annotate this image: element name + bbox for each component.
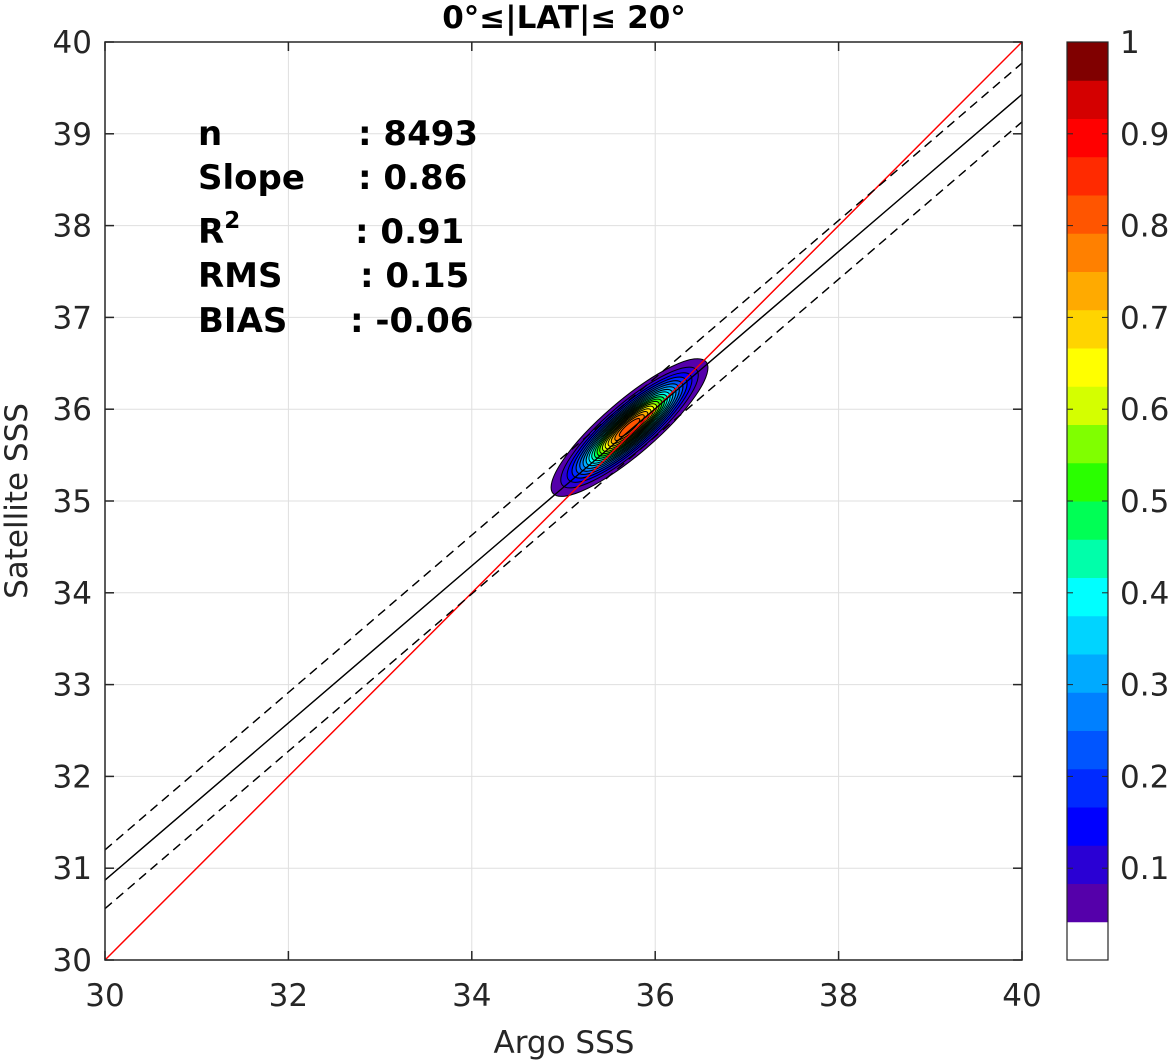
- x-tick-label-34: 34: [452, 978, 491, 1014]
- x-tick-label-32: 32: [269, 978, 308, 1014]
- x-tick-label-30: 30: [85, 978, 124, 1014]
- stat-label-r2-base: R: [198, 212, 224, 252]
- y-tick-label-32: 32: [53, 759, 92, 795]
- colorbar-label-0.9: 0.9: [1120, 117, 1169, 153]
- colorbar-segment-2: [1067, 845, 1108, 884]
- stat-value-rms: : 0.15: [360, 256, 469, 296]
- colorbar-label-0.3: 0.3: [1120, 668, 1169, 704]
- colorbar-segment-17: [1067, 271, 1108, 311]
- colorbar-segment-14: [1067, 386, 1108, 425]
- colorbar-segment-23: [1067, 42, 1108, 81]
- y-tick-label-34: 34: [53, 576, 92, 612]
- colorbar-segment-12: [1067, 462, 1108, 502]
- density-contour-0.95: [618, 418, 641, 438]
- stat-label-r2: R2: [198, 208, 240, 252]
- y-axis-title: Satellite SSS: [0, 403, 35, 599]
- reference-lines: [105, 42, 1022, 960]
- y-tick-label-37: 37: [53, 300, 92, 336]
- colorbar-segment-8: [1067, 615, 1108, 655]
- statistics-box: n : 8493 Slope : 0.86 R2 : 0.91 RMS : 0.…: [198, 114, 478, 341]
- chart-title: 0°≤|LAT|≤ 20°: [442, 0, 686, 36]
- colorbar-segment-18: [1067, 233, 1108, 272]
- colorbar-label-0.6: 0.6: [1120, 392, 1169, 428]
- y-tick-label-30: 30: [53, 943, 92, 979]
- x-tick-label-36: 36: [635, 978, 674, 1014]
- density-contours: [550, 358, 709, 497]
- y-tick-label-40: 40: [53, 25, 92, 61]
- colorbar-label-0.8: 0.8: [1120, 209, 1169, 245]
- colorbar-segment-21: [1067, 118, 1108, 158]
- x-tick-label-40: 40: [1002, 978, 1041, 1014]
- y-tick-label-33: 33: [53, 668, 92, 704]
- stat-label-slope: Slope: [198, 158, 305, 198]
- y-tick-label-39: 39: [53, 117, 92, 153]
- colorbar-segment-3: [1067, 807, 1108, 846]
- stat-label-r2-sup: 2: [224, 208, 240, 234]
- colorbar-segment-22: [1067, 80, 1108, 119]
- colorbar-label-1: 1: [1120, 25, 1140, 61]
- axis-ticks: 30 32 34 36 38 40 30 31 32 33 34 35 36 37 38 39 40: [53, 25, 1042, 1014]
- colorbar: 0.1 0.2 0.3 0.4 0.5 0.6 0.7 0.8 0.9 1: [1066, 25, 1169, 961]
- colorbar-segment-5: [1067, 730, 1108, 770]
- stat-value-r2: : 0.91: [355, 212, 464, 252]
- colorbar-label-0.5: 0.5: [1120, 484, 1169, 520]
- colorbar-segment-11: [1067, 501, 1108, 540]
- y-tick-label-31: 31: [53, 851, 92, 887]
- regression-line-overlay: [105, 93, 1022, 881]
- stat-value-n: : 8493: [358, 114, 478, 154]
- grid: [104, 41, 1023, 961]
- colorbar-segment-20: [1067, 156, 1108, 196]
- stat-value-bias: : -0.06: [350, 301, 473, 341]
- y-tick-label-35: 35: [53, 484, 92, 520]
- x-axis-title: Argo SSS: [494, 1025, 635, 1061]
- colorbar-segment-1: [1067, 883, 1108, 923]
- colorbar-label-0.2: 0.2: [1120, 759, 1169, 795]
- colorbar-segment-0: [1067, 921, 1108, 961]
- colorbar-segment-15: [1067, 348, 1108, 387]
- stat-label-bias: BIAS: [198, 301, 287, 341]
- colorbar-segment-7: [1067, 654, 1108, 693]
- y-tick-label-36: 36: [53, 392, 92, 428]
- stat-value-slope: : 0.86: [358, 158, 467, 198]
- colorbar-segment-16: [1067, 309, 1108, 349]
- colorbar-label-0.7: 0.7: [1120, 300, 1169, 336]
- colorbar-segment-10: [1067, 539, 1108, 578]
- regression-plus-rms-line-overlay: [105, 62, 1022, 851]
- y-tick-label-38: 38: [53, 209, 92, 245]
- colorbar-segment-4: [1067, 768, 1108, 808]
- stat-label-rms: RMS: [198, 256, 283, 296]
- stat-label-n: n: [198, 114, 222, 154]
- colorbar-label-0.4: 0.4: [1120, 576, 1169, 612]
- colorbar-segment-9: [1067, 577, 1108, 617]
- regression-minus-rms-line-overlay: [105, 121, 1022, 910]
- colorbar-label-0.1: 0.1: [1120, 851, 1169, 887]
- colorbar-segment-6: [1067, 692, 1108, 731]
- colorbar-segment-19: [1067, 195, 1108, 234]
- colorbar-segment-13: [1067, 424, 1108, 464]
- x-tick-label-38: 38: [819, 978, 858, 1014]
